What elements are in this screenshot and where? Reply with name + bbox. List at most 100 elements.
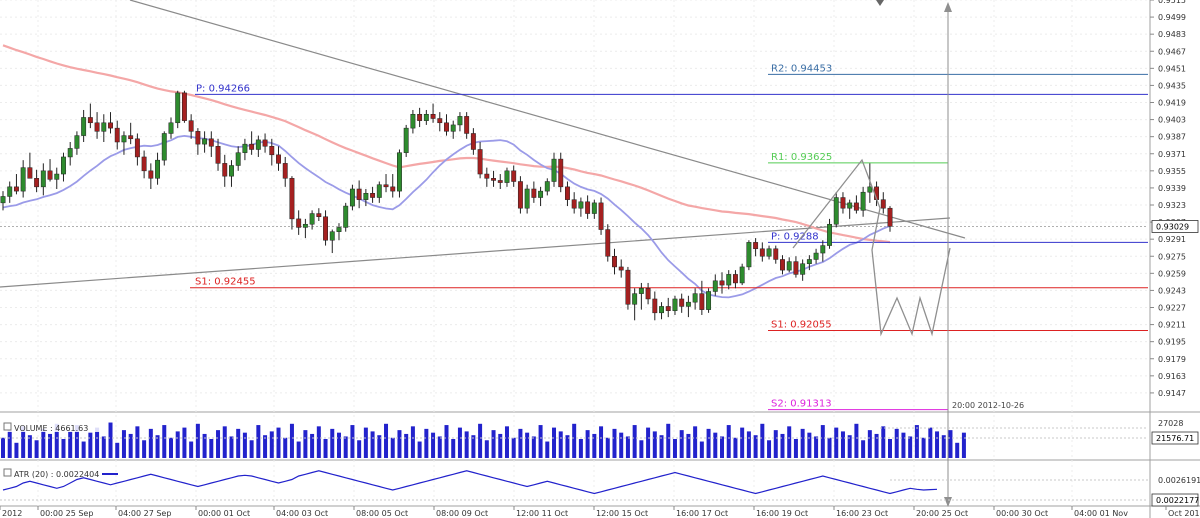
bullish-candle xyxy=(739,266,745,284)
bearish-candle xyxy=(605,229,611,257)
volume-bar xyxy=(242,432,247,458)
bearish-candle xyxy=(128,135,134,140)
cursor-arrow-up xyxy=(944,2,952,12)
volume-bar xyxy=(363,427,368,458)
bearish-candle xyxy=(383,184,389,188)
volume-bar xyxy=(202,433,207,458)
volume-bar xyxy=(310,433,315,458)
bullish-candle xyxy=(168,122,174,134)
bearish-candle xyxy=(262,139,268,147)
price-tick-label: 0.9419 xyxy=(1158,99,1186,108)
volume-bar xyxy=(276,427,281,458)
pivot-level-label: P: 0.9288 xyxy=(771,231,819,242)
bearish-candle xyxy=(282,163,288,179)
volume-bar xyxy=(410,426,415,458)
bullish-candle xyxy=(800,263,806,275)
volume-bar xyxy=(95,427,100,458)
bearish-candle xyxy=(571,199,577,209)
time-tick-label: Oct 2012 xyxy=(1168,509,1200,518)
volume-bar xyxy=(336,432,341,458)
volume-bar xyxy=(115,442,120,458)
bullish-candle xyxy=(551,158,557,182)
volume-bar xyxy=(81,441,86,458)
bearish-candle xyxy=(511,170,517,182)
volume-bar xyxy=(753,435,758,458)
bullish-candle xyxy=(376,184,382,198)
bearish-candle xyxy=(437,118,443,124)
bullish-candle xyxy=(155,159,161,179)
volume-bar xyxy=(330,428,335,458)
price-tick-label: 0.9323 xyxy=(1158,201,1186,210)
bullish-candle xyxy=(706,291,712,310)
bullish-candle xyxy=(61,156,66,175)
atr-toggle-box xyxy=(3,468,12,477)
volume-bar xyxy=(605,437,610,458)
bearish-candle xyxy=(323,216,328,241)
volume-bar xyxy=(296,441,301,458)
bullish-candle xyxy=(457,116,463,126)
volume-bar xyxy=(908,436,913,458)
price-tick-label: 0.9515 xyxy=(1158,0,1186,5)
bearish-candle xyxy=(531,188,537,198)
bullish-candle xyxy=(336,227,342,232)
bearish-candle xyxy=(470,133,476,150)
volume-bar xyxy=(780,433,785,458)
volume-bar xyxy=(74,425,79,458)
volume-bar xyxy=(61,439,66,458)
time-tick-label: 04:00 27 Sep xyxy=(118,509,171,518)
price-tick-label: 0.9195 xyxy=(1158,338,1186,347)
bearish-candle xyxy=(753,242,759,250)
bearish-candle xyxy=(356,188,362,200)
volume-bar xyxy=(552,427,557,458)
price-tick-label: 0.9451 xyxy=(1158,64,1186,73)
volume-bar xyxy=(558,431,563,458)
time-axis: 2012 00:00 25 Sep 04:00 27 Sep 00:00 01 Oct… xyxy=(0,506,1200,518)
volume-current-box xyxy=(1151,431,1199,445)
volume-bar xyxy=(901,432,906,458)
price-tick-label: 0.9147 xyxy=(1158,389,1186,398)
bearish-candle xyxy=(208,138,214,147)
price-tick-label: 0.9179 xyxy=(1158,355,1186,364)
bullish-candle xyxy=(101,122,107,132)
volume-bar xyxy=(54,423,59,458)
price-tick-label: 0.9387 xyxy=(1158,133,1186,142)
volume-bar xyxy=(941,435,946,458)
volume-bar xyxy=(222,426,227,458)
bearish-candle xyxy=(699,293,705,310)
volume-bar xyxy=(646,427,651,458)
volume-bar xyxy=(175,431,180,458)
volume-axis-tick: 27028 xyxy=(1158,419,1183,428)
bearish-candle xyxy=(316,213,322,217)
volume-bar xyxy=(289,423,294,458)
bullish-candle xyxy=(867,186,873,193)
volume-current-label: 21576.71 xyxy=(1156,434,1194,443)
bullish-candle xyxy=(403,127,409,153)
volume-bar xyxy=(128,433,133,458)
bullish-candle xyxy=(410,113,416,129)
volume-bar xyxy=(760,423,765,458)
volume-bar xyxy=(27,435,32,458)
bearish-candle xyxy=(679,298,685,307)
bullish-candle xyxy=(659,306,664,314)
volume-bar xyxy=(48,433,53,458)
bullish-candle xyxy=(302,223,308,228)
volume-bar xyxy=(807,432,812,458)
volume-bar xyxy=(101,436,106,458)
bearish-candle xyxy=(598,202,604,230)
bullish-candle xyxy=(54,173,60,180)
volume-bar xyxy=(451,439,456,458)
volume-bar xyxy=(316,426,321,458)
volume-bar xyxy=(793,439,798,458)
volume-bar xyxy=(263,435,268,458)
time-tick-label: 12:00 11 Oct xyxy=(516,509,568,518)
bearish-candle xyxy=(719,280,725,286)
volume-bar xyxy=(216,430,221,458)
pivot-level-label: P: 0.94266 xyxy=(196,83,250,94)
bullish-candle xyxy=(685,301,691,307)
bearish-candle xyxy=(645,288,651,300)
pivot-levels: R2: 0.94453 P: 0.94266 R1: 0.93625 P: 0.928… xyxy=(190,63,1148,411)
volume-bar xyxy=(713,432,718,458)
bearish-candle xyxy=(370,193,376,198)
volume-bar xyxy=(431,432,436,458)
